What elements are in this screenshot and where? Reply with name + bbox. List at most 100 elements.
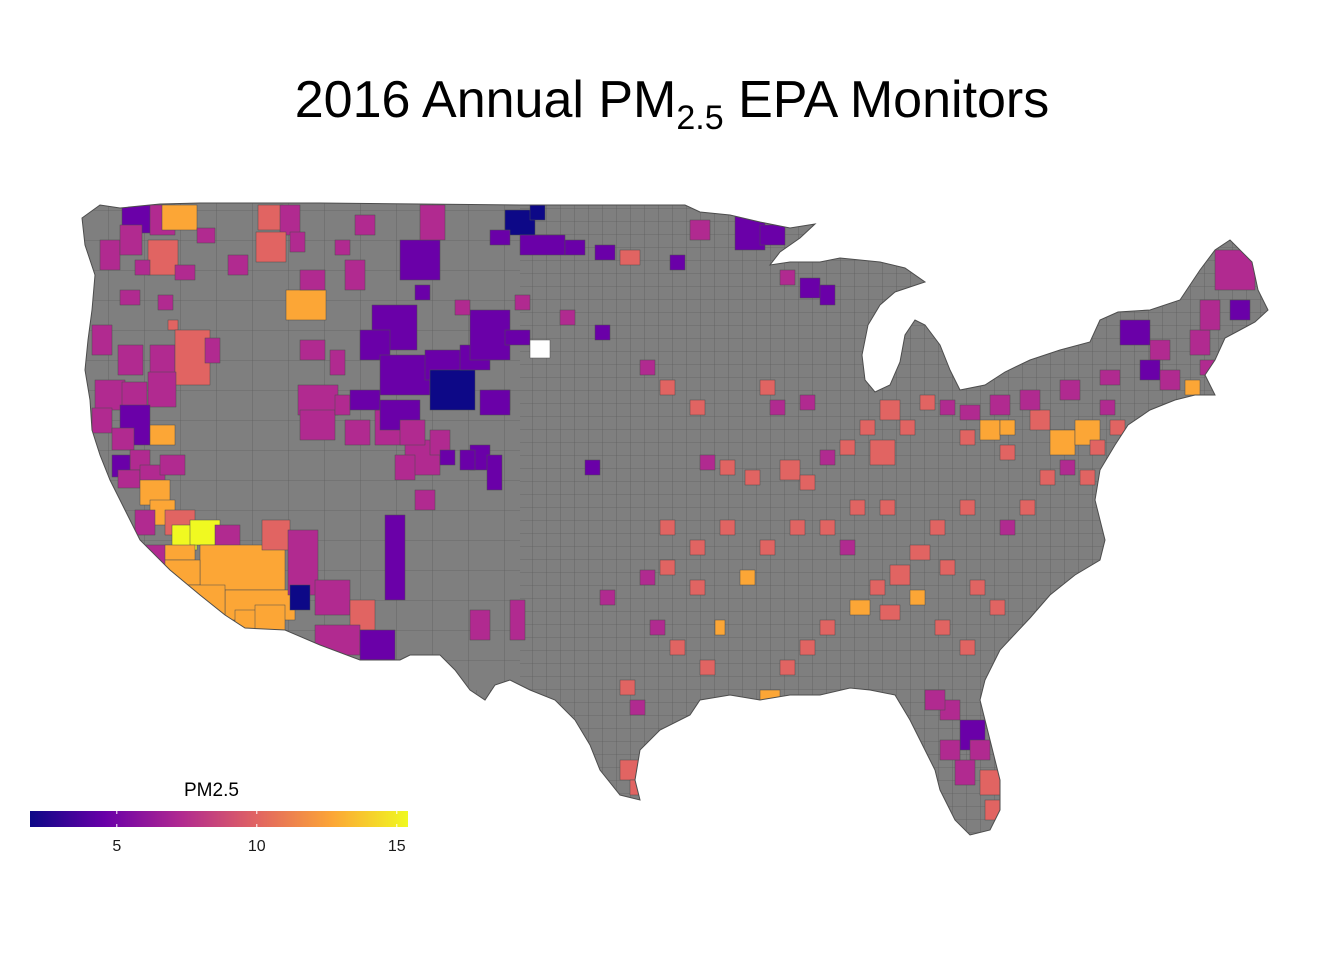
county-patch — [399, 239, 441, 281]
county-patch — [1089, 439, 1106, 456]
county-patch — [859, 419, 876, 436]
county-patch — [954, 759, 976, 786]
county-patch — [759, 379, 776, 396]
county-patch — [689, 219, 711, 241]
title-rest: EPA Monitors — [723, 71, 1050, 129]
county-patch — [164, 544, 196, 561]
county-patch — [314, 579, 351, 616]
county-patch — [999, 519, 1016, 536]
county-patch — [334, 239, 351, 256]
county-patch — [394, 454, 416, 481]
county-patch — [989, 599, 1006, 616]
county-patch — [429, 369, 476, 411]
county-patch — [599, 589, 616, 606]
county-patch — [879, 604, 901, 621]
county-patch — [984, 799, 1001, 821]
county-patch — [889, 564, 911, 586]
county-patch — [699, 454, 716, 471]
county-patch — [1214, 249, 1256, 291]
county-patch — [669, 639, 686, 656]
county-patch — [969, 579, 986, 596]
county-patch — [1039, 469, 1056, 486]
county-patch — [119, 289, 141, 306]
county-patch — [227, 254, 249, 276]
county-patch — [121, 381, 148, 408]
county-patch — [344, 419, 371, 446]
county-patch — [199, 544, 286, 591]
county-patch — [689, 539, 706, 556]
county-patch — [869, 579, 886, 596]
county-patch — [959, 429, 976, 446]
county-patch — [939, 399, 956, 416]
county-patch — [1199, 359, 1216, 376]
county-patch — [979, 419, 1001, 441]
county-patch — [514, 294, 531, 311]
title-main: 2016 Annual PM — [294, 71, 677, 129]
county-patch — [929, 519, 946, 536]
county-patch — [91, 407, 113, 434]
county-patch — [769, 399, 786, 416]
county-patch — [164, 559, 201, 586]
county-patch — [839, 539, 856, 556]
county-patch — [779, 659, 796, 676]
county-patch — [819, 449, 836, 466]
county-patch — [659, 559, 676, 576]
county-patch — [689, 579, 706, 596]
county-patch — [1139, 359, 1161, 381]
county-patch — [255, 231, 287, 263]
county-patch — [689, 399, 706, 416]
county-patch — [714, 619, 726, 636]
county-patch — [149, 344, 176, 376]
county-patch — [659, 519, 676, 536]
county-patch — [849, 499, 866, 516]
county-patch — [119, 224, 143, 256]
county-patch — [167, 319, 179, 331]
county-patch — [639, 569, 656, 586]
county-patch — [619, 679, 636, 696]
county-patch — [1099, 399, 1116, 416]
county-patch — [399, 419, 426, 446]
county-patch — [999, 419, 1016, 436]
county-patch — [519, 234, 566, 256]
county-patch — [629, 779, 651, 796]
county-patch — [344, 259, 366, 291]
county-patch — [261, 519, 291, 551]
county-patch — [174, 264, 196, 281]
county-patch — [1099, 369, 1121, 386]
county-patch — [439, 449, 456, 466]
county-patch — [334, 394, 351, 416]
county-patch — [819, 519, 836, 536]
county-patch — [999, 444, 1016, 461]
county-patch — [989, 394, 1011, 416]
county-patch — [1189, 329, 1211, 356]
county-patch — [1229, 299, 1251, 321]
county-patch — [779, 459, 801, 481]
county-patch — [629, 699, 646, 716]
county-patch — [924, 689, 946, 711]
county-patch — [459, 449, 476, 471]
county-patch — [469, 309, 511, 361]
county-patch — [659, 379, 676, 396]
counties-layer — [82, 203, 1268, 835]
county-patch — [419, 204, 446, 241]
county-patch — [314, 624, 361, 656]
county-patch — [174, 329, 211, 386]
county-patch — [1149, 339, 1171, 361]
county-patch — [159, 454, 186, 476]
county-patch — [799, 639, 816, 656]
county-patch — [879, 399, 901, 421]
county-patch — [287, 529, 319, 596]
legend-tick-label: 10 — [247, 838, 266, 855]
county-patch — [1174, 409, 1196, 426]
county-patch — [289, 584, 311, 611]
county-patch — [759, 224, 786, 246]
county-patch — [699, 659, 716, 676]
county-patch — [204, 337, 221, 364]
county-patch — [819, 619, 836, 636]
county-patch — [594, 244, 616, 261]
county-patch — [559, 309, 576, 326]
county-patch — [117, 344, 144, 376]
county-patch — [279, 204, 301, 236]
county-patch — [979, 769, 1001, 796]
county-patch — [1239, 329, 1261, 351]
